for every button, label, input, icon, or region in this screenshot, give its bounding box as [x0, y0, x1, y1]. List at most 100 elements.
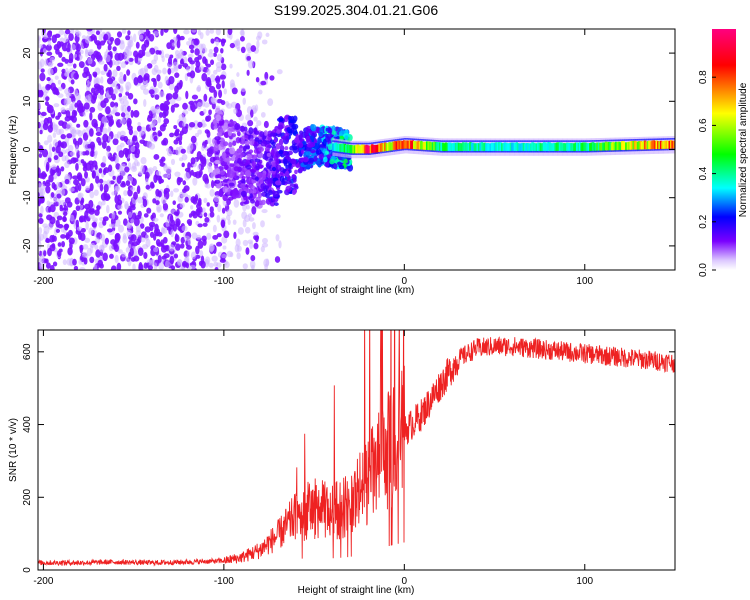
- colorbar-tick-label: 0.2: [698, 214, 709, 228]
- spectrogram-noise-blob: [43, 140, 49, 146]
- spectrogram-core-edge: [672, 138, 675, 140]
- spectrogram-core: [665, 140, 669, 150]
- chart-title: S199.2025.304.01.21.G06: [274, 2, 438, 18]
- spectrogram-noise-blob: [46, 30, 53, 38]
- spectrogram-core-edge: [392, 150, 396, 152]
- spectrogram-noise-blob: [190, 157, 196, 165]
- spectrogram-core-edge: [498, 150, 502, 153]
- spectrogram-noise-blob: [169, 214, 174, 224]
- spectrogram-noise-blob: [40, 68, 45, 73]
- spectrogram-noise-blob: [62, 215, 67, 222]
- spectrogram-core: [636, 141, 640, 151]
- spectrogram-noise-blob: [47, 222, 54, 230]
- spectrogram-core-edge: [472, 150, 476, 153]
- spectrogram-noise-blob: [212, 234, 219, 240]
- spectrogram-noise-blob: [47, 124, 53, 133]
- spectrogram-noise-blob: [39, 129, 43, 135]
- spectrogram-band-blob: [291, 123, 299, 130]
- spectrogram-noise-blob: [165, 219, 170, 228]
- spectrogram-band-blob: [302, 156, 309, 163]
- spectrogram-noise-blob: [125, 91, 130, 96]
- spectrogram-core-edge: [626, 139, 630, 141]
- spectrogram-noise-blob: [216, 214, 221, 223]
- spectrogram-noise-blob: [162, 67, 167, 75]
- spectrogram-band-blob: [298, 142, 304, 148]
- spectrogram-core-edge: [397, 138, 400, 141]
- spectrogram-noise-blob: [196, 101, 202, 110]
- spectrogram-noise-blob: [147, 265, 154, 270]
- spectrogram-noise-blob: [133, 217, 140, 227]
- spectrogram-noise-blob: [122, 235, 128, 244]
- spectrogram-core-edge: [604, 139, 608, 142]
- spectrogram-noise-blob: [123, 190, 128, 196]
- spectrogram-noise-blob: [64, 197, 71, 204]
- spectrogram-core: [542, 142, 546, 151]
- spectrogram-core-edge: [340, 141, 344, 144]
- spectrogram-core-edge: [481, 140, 484, 142]
- spectrogram-noise-blob: [75, 145, 79, 153]
- spectrogram-noise-blob: [193, 38, 200, 46]
- spectrogram-core-edge: [602, 139, 606, 142]
- spectrogram-core: [638, 141, 641, 150]
- spectrogram-core-edge: [485, 150, 489, 153]
- spectrogram-noise-blob: [201, 47, 208, 53]
- spectrogram-noise-blob: [59, 199, 66, 206]
- spectrogram-band-blob: [319, 131, 324, 137]
- spectrogram-core-edge: [630, 139, 634, 141]
- spectrogram-core-edge: [347, 152, 350, 155]
- spectrogram-core: [515, 142, 518, 151]
- spectrogram-core-edge: [572, 150, 575, 153]
- spectrogram-core: [456, 142, 459, 152]
- spectrogram-noise-blob: [73, 53, 78, 58]
- spectrogram-band-blob: [313, 155, 318, 162]
- spectrogram-core-edge: [505, 150, 508, 153]
- spectrogram-noise-blob: [40, 205, 44, 215]
- spectrogram-noise-blob: [190, 48, 195, 54]
- spectrogram-core: [662, 140, 666, 150]
- spectrogram-core-edge: [598, 150, 601, 153]
- spectrogram-core-edge: [550, 150, 554, 153]
- spectrogram-noise-blob: [46, 214, 53, 221]
- spectrogram-noise-blob: [96, 205, 101, 210]
- spectrogram-noise-blob: [209, 74, 216, 83]
- spectrogram-core-edge: [360, 153, 363, 155]
- spectrogram-core-edge: [578, 140, 582, 142]
- spectrogram-noise-blob: [187, 221, 192, 227]
- spectrogram-noise-blob: [153, 135, 158, 142]
- spectrogram-noise-blob: [64, 29, 71, 35]
- spectrogram-noise-blob: [260, 111, 266, 118]
- spectrogram-band-blob: [240, 183, 246, 189]
- spectrogram-core-edge: [475, 150, 478, 153]
- spectrogram-ytick-label: 10: [22, 95, 33, 107]
- spectrogram-noise-blob: [236, 245, 242, 252]
- spectrogram-core-edge: [494, 140, 497, 142]
- spectrogram-core-edge: [416, 138, 419, 141]
- spectrogram-noise-blob: [163, 253, 170, 259]
- spectrogram-noise-blob: [173, 29, 178, 34]
- colorbar-tick-label: 0.4: [698, 166, 709, 180]
- spectrogram-band-blob: [248, 127, 254, 135]
- spectrogram-core-edge: [637, 138, 640, 141]
- spectrogram-noise-blob: [88, 208, 95, 215]
- snr-frame: [37, 329, 676, 571]
- spectrogram-noise-blob: [72, 175, 79, 180]
- spectrogram-noise-blob: [117, 224, 125, 233]
- spectrogram-core-edge: [533, 140, 536, 142]
- spectrogram-band-blob: [285, 179, 292, 185]
- spectrogram-core: [584, 142, 588, 152]
- spectrogram-core-edge: [520, 140, 523, 142]
- spectrogram-core: [664, 140, 667, 150]
- spectrogram-core: [590, 142, 593, 152]
- spectrogram-noise-blob: [122, 147, 130, 155]
- spectrogram-core-edge: [611, 150, 614, 152]
- spectrogram-noise-blob: [82, 161, 87, 167]
- spectrogram-core-edge: [334, 151, 337, 153]
- spectrogram-noise-blob: [59, 204, 63, 209]
- spectrogram-noise-blob: [144, 226, 151, 233]
- spectrogram-noise-blob: [135, 41, 140, 49]
- spectrogram-band-blob: [332, 163, 338, 170]
- spectrogram-noise-blob: [146, 115, 153, 122]
- spectrogram-core: [594, 143, 598, 152]
- spectrogram-noise-blob: [121, 105, 127, 113]
- spectrogram-band-blob: [293, 185, 299, 190]
